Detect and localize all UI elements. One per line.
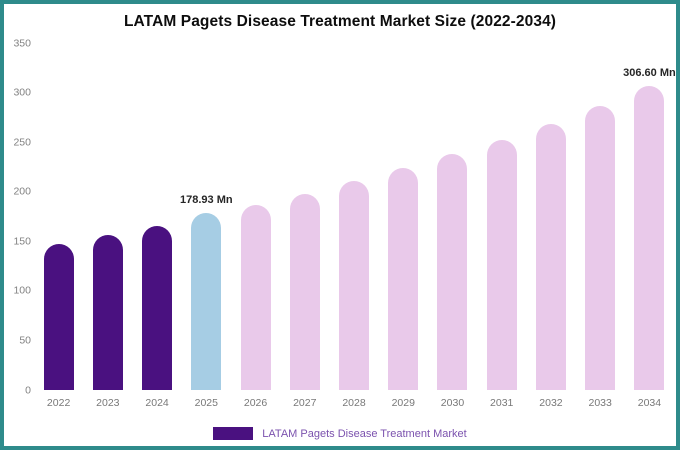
x-tick-label: 2026 — [243, 397, 268, 409]
bar-2030[interactable] — [437, 154, 468, 390]
bar-2026[interactable] — [240, 204, 271, 390]
bar-group-2034: 306.60 Mn 2034 — [623, 43, 676, 409]
bar-group-2024: 2024 — [132, 43, 181, 409]
bar-2023[interactable] — [92, 235, 123, 390]
bar-2031[interactable] — [486, 140, 517, 390]
bar-2034[interactable] — [634, 86, 665, 390]
bar-group-2027: 2027 — [280, 43, 329, 409]
x-tick-label: 2022 — [46, 397, 71, 409]
bar-group-2030: 2030 — [428, 43, 477, 409]
bar-2024[interactable] — [142, 226, 173, 390]
bar-value-label: 178.93 Mn — [180, 193, 233, 206]
bar-value-label: 306.60 Mn — [623, 67, 676, 80]
bar-2029[interactable] — [388, 167, 419, 390]
bar-2032[interactable] — [535, 124, 566, 390]
y-tick-label: 50 — [19, 334, 31, 347]
legend-label: LATAM Pagets Disease Treatment Market — [262, 427, 467, 440]
bar-group-2031: 2031 — [477, 43, 526, 409]
bar-2025[interactable] — [191, 212, 222, 390]
x-tick-label: 2030 — [440, 397, 465, 409]
x-tick-label: 2027 — [293, 397, 317, 409]
x-tick-label: 2029 — [391, 397, 415, 409]
x-tick-label: 2034 — [637, 397, 662, 409]
bar-group-2028: 2028 — [329, 43, 378, 409]
bar-2027[interactable] — [289, 193, 320, 390]
chart-title: LATAM Pagets Disease Treatment Market Si… — [123, 13, 557, 30]
y-tick-label: 200 — [13, 185, 31, 198]
x-tick-label: 2024 — [145, 397, 169, 409]
y-tick-label: 0 — [25, 383, 31, 396]
y-tick-label: 100 — [13, 284, 31, 297]
x-tick-label: 2031 — [490, 397, 514, 409]
bar-group-2025: 178.93 Mn 2025 — [180, 43, 233, 409]
bar-group-2032: 2032 — [526, 43, 575, 409]
x-tick-label: 2023 — [96, 397, 120, 409]
bar-group-2033: 2033 — [576, 43, 625, 409]
bar-2033[interactable] — [585, 106, 616, 390]
plot-area: 2022 2023 2024 178.93 Mn 2025 2026 2027 2028 202… — [34, 43, 676, 409]
y-tick-label: 350 — [13, 36, 31, 49]
bar-2022[interactable] — [43, 244, 74, 390]
x-tick-label: 2033 — [588, 397, 612, 409]
bar-group-2026: 2026 — [231, 43, 280, 409]
bar-group-2022: 2022 — [34, 43, 83, 409]
bar-group-2023: 2023 — [83, 43, 132, 409]
y-tick-label: 250 — [13, 135, 31, 148]
bar-2028[interactable] — [339, 180, 370, 390]
x-tick-label: 2032 — [539, 397, 563, 409]
x-tick-label: 2025 — [194, 397, 218, 409]
legend: LATAM Pagets Disease Treatment Market — [4, 427, 676, 440]
y-tick-label: 150 — [13, 235, 31, 248]
y-axis: 0 50 100 150 200 250 300 350 — [8, 38, 33, 395]
legend-swatch — [213, 427, 254, 440]
y-tick-label: 300 — [13, 86, 31, 99]
x-tick-label: 2028 — [342, 397, 366, 409]
bar-group-2029: 2029 — [379, 43, 428, 409]
